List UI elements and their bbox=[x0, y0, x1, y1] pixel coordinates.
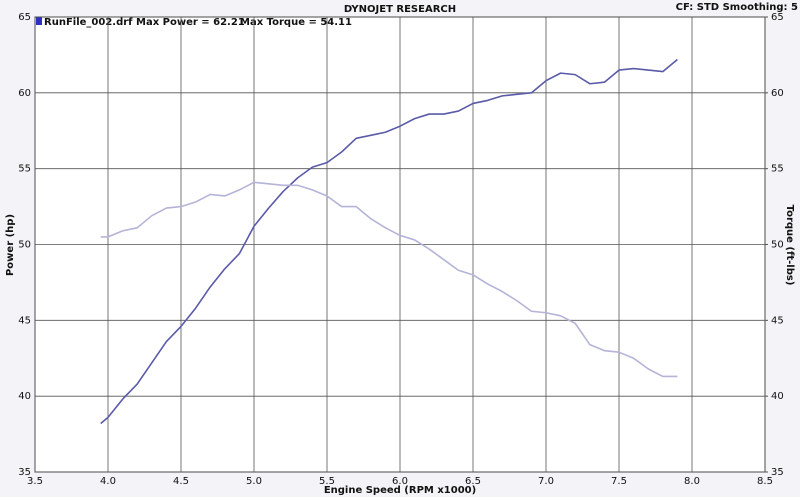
x-tick-label: 7.0 bbox=[538, 476, 554, 487]
x-tick-label: 5.5 bbox=[319, 476, 335, 487]
y-tick-label: 65 bbox=[18, 12, 31, 23]
x-tick-label: 8.5 bbox=[757, 476, 773, 487]
y-tick-label: 45 bbox=[18, 315, 31, 326]
y-tick-label: 50 bbox=[18, 240, 31, 251]
y-tick-label: 55 bbox=[18, 164, 31, 175]
series-line bbox=[100, 181, 678, 378]
series-line bbox=[100, 58, 678, 425]
settings-text: CF: STD Smoothing: 5 bbox=[676, 2, 798, 13]
y2-tick-label: 45 bbox=[771, 315, 784, 326]
y2-tick-label: 60 bbox=[771, 88, 784, 99]
x-tick-label: 5.0 bbox=[246, 476, 262, 487]
x-axis-label: Engine Speed (RPM x1000) bbox=[324, 485, 476, 496]
y2-tick-label: 65 bbox=[771, 12, 784, 23]
x-tick-label: 6.0 bbox=[392, 476, 408, 487]
y2-axis-label: Torque (ft-lbs) bbox=[784, 205, 795, 286]
x-tick-label: 8.0 bbox=[684, 476, 700, 487]
y2-tick-label: 55 bbox=[771, 164, 784, 175]
x-tick-label: 4.0 bbox=[100, 476, 116, 487]
legend-run: RunFile_002.drf Max Power = 62.21 bbox=[44, 17, 245, 28]
legend-swatch bbox=[36, 17, 42, 25]
y2-tick-label: 40 bbox=[771, 391, 784, 402]
y-tick-label: 60 bbox=[18, 88, 31, 99]
y2-tick-label: 35 bbox=[771, 467, 784, 478]
y-tick-label: 40 bbox=[18, 391, 31, 402]
x-tick-label: 7.5 bbox=[611, 476, 627, 487]
x-tick-label: 6.5 bbox=[465, 476, 481, 487]
y-axis-label: Power (hp) bbox=[5, 214, 16, 276]
x-tick-label: 4.5 bbox=[173, 476, 189, 487]
y2-tick-label: 50 bbox=[771, 240, 784, 251]
x-tick-label: 3.5 bbox=[27, 476, 43, 487]
legend-torque: Max Torque = 54.11 bbox=[240, 17, 352, 28]
y-tick-label: 35 bbox=[18, 467, 31, 478]
chart-title: DYNOJET RESEARCH bbox=[344, 4, 456, 15]
